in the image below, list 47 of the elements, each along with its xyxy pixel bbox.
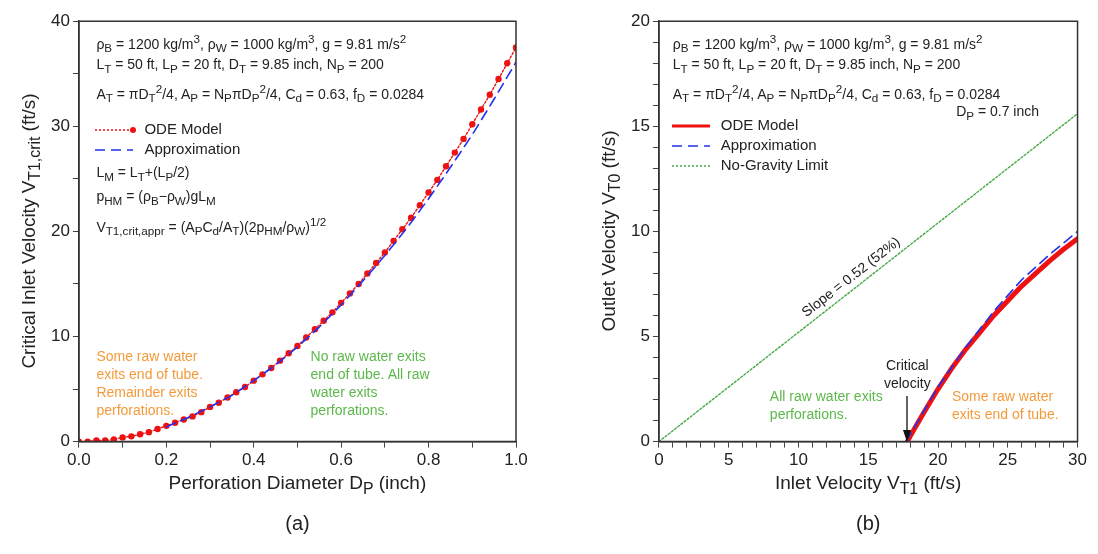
text: ρ$_{B}$ = 1200 kg/m$^{3}$, ρ$_{W}$ = 1000 kg/m$^{3}$, g = 9.81 m/s$^{2}$: [672, 32, 983, 55]
annotation: p$_{HM}$ = (ρ$_{B}$−ρ$_{W}$)gL$_{M}$: [96, 187, 216, 210]
annotation: Critical velocity: [883, 356, 931, 391]
x-tick-label: 25: [998, 450, 1018, 470]
y-tick-label: 0: [60, 431, 70, 451]
legend-label: ODE Model: [144, 120, 222, 138]
legend-label: Approximation: [144, 140, 241, 158]
y-tick-label: 10: [50, 326, 70, 346]
annotation: Some raw water exits end of tube.: [951, 386, 1060, 423]
annotation: D$_{P}$ = 0.7 inch: [956, 102, 1040, 125]
annotation: All raw water exits perforations.: [769, 387, 883, 422]
y-tick-label: 20: [50, 221, 70, 241]
text: (b): [855, 511, 882, 535]
y-tick-label: 20: [630, 10, 650, 30]
x-axis-title: Perforation Diameter D$_{P}$ (inch): [167, 471, 428, 498]
x-tick-label: 15: [858, 450, 878, 470]
y-tick-label: 10: [630, 221, 650, 241]
annotation: No raw water exits end of tube. All raw water exits perforations.: [310, 346, 431, 419]
text: L$_{T}$ = 50 ft, L$_{P}$ = 20 ft, D$_{T}$ = 9.85 inch, N$_{P}$ = 200: [96, 56, 384, 76]
x-tick-label: 0: [654, 450, 664, 470]
annotation: Some raw water exits end of tube. Remainder exits perforations.: [96, 346, 205, 419]
legend-label: Approximation: [720, 135, 817, 153]
x-tick-label: 0.6: [329, 450, 353, 470]
y-tick-label: 15: [630, 115, 650, 135]
x-tick-label: 5: [723, 450, 734, 470]
x-tick-label: 0.8: [416, 450, 441, 470]
text: ρ$_{B}$ = 1200 kg/m$^{3}$, ρ$_{W}$ = 1000 kg/m$^{3}$, g = 9.81 m/s$^{2}$: [96, 32, 407, 55]
legend-label: No-Gravity Limit: [720, 155, 829, 173]
x-tick-label: 0.4: [241, 450, 266, 470]
y-tick-label: 30: [50, 115, 70, 135]
x-axis-title: Inlet Velocity V$_{T1}$ (ft/s): [774, 471, 963, 498]
x-tick-label: 0.2: [154, 450, 179, 470]
y-tick-label: 0: [640, 431, 650, 451]
x-tick-label: 20: [928, 450, 948, 470]
text: A$_{T}$ = πD$_{T}$$^{2}$/4, A$_{P}$ = N$_{P}$πD$_{P}$$^{2}$/4, C$_{d}$ = 0.63, f$_{D}$ = 0.0284: [672, 82, 1001, 105]
annotation: L$_{M}$ = L$_{T}$+(L$_{P}$/2): [96, 162, 190, 185]
x-tick-label: 1.0: [504, 450, 528, 470]
x-tick-label: 0.0: [67, 450, 91, 470]
text: V$_{T1,crit,appr}$ = (A$_{P}$C$_{d}$/A$_{T}$)(2p$_{HM}$/ρ$_{W}$)$^{1/2}$: [96, 214, 327, 238]
text: A$_{T}$ = πD$_{T}$$^{2}$/4, A$_{P}$ = N$_{P}$πD$_{P}$$^{2}$/4, C$_{d}$ = 0.63, f$_{D}$ = 0.0284: [96, 82, 425, 105]
y-tick-label: 5: [640, 326, 650, 346]
text: (a): [284, 511, 311, 535]
text: L$_{T}$ = 50 ft, L$_{P}$ = 20 ft, D$_{T}$ = 9.85 inch, N$_{P}$ = 200: [672, 56, 961, 76]
x-tick-label: 30: [1068, 450, 1088, 470]
y-tick-label: 40: [50, 10, 70, 30]
x-tick-label: 10: [788, 450, 808, 470]
legend-label: ODE Model: [720, 115, 799, 133]
